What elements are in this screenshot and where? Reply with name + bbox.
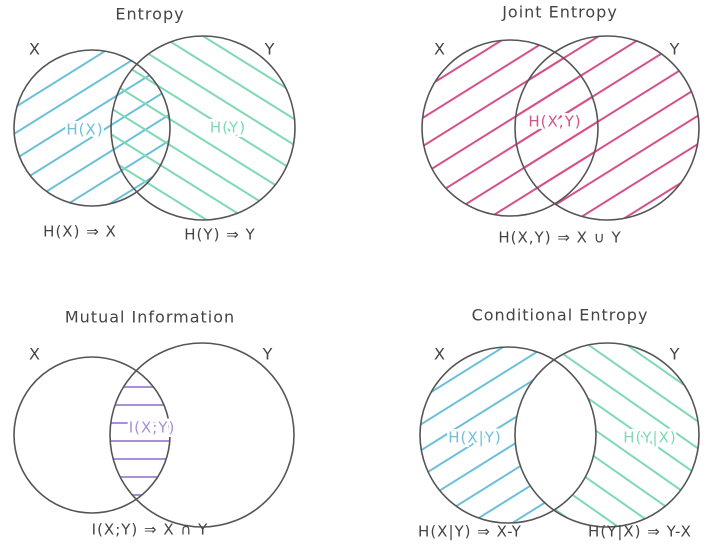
hatching bbox=[422, 36, 699, 220]
venn-panel: Joint Entropy X Y H(X,Y) H(X,Y) ⇒ X ∪ Y bbox=[421, 3, 700, 247]
panel-title: Mutual Information bbox=[65, 308, 235, 327]
set-label-y: Y bbox=[264, 40, 276, 59]
region-label: H(X) bbox=[66, 121, 103, 139]
region-label: I(X;Y) bbox=[129, 419, 176, 437]
circle-y bbox=[514, 342, 700, 528]
region-label: H(X|Y) bbox=[448, 429, 501, 447]
caption: H(Y|X) ⇒ Y-X bbox=[588, 523, 692, 541]
circle-x bbox=[13, 49, 171, 207]
circle-y bbox=[514, 35, 700, 221]
region-label: H(Y) bbox=[210, 119, 246, 137]
venn-panel: Conditional Entropy X Y H(X|Y) H(Y|X) H(X|Y) … bbox=[418, 306, 700, 541]
set-label-x: X bbox=[434, 40, 446, 59]
set-label-x: X bbox=[29, 40, 41, 59]
caption: H(X,Y) ⇒ X ∪ Y bbox=[498, 229, 621, 247]
caption: H(X|Y) ⇒ X-Y bbox=[418, 523, 522, 541]
set-label-x: X bbox=[29, 345, 41, 364]
panel-title: Entropy bbox=[115, 5, 184, 24]
hatching bbox=[14, 36, 295, 220]
caption: H(Y) ⇒ Y bbox=[184, 226, 255, 244]
set-label-y: Y bbox=[669, 345, 681, 364]
caption: H(X) ⇒ X bbox=[43, 223, 117, 241]
panel-title: Conditional Entropy bbox=[472, 306, 649, 325]
circle-x bbox=[13, 356, 171, 514]
caption: I(X;Y) ⇒ X ∩ Y bbox=[92, 521, 209, 539]
set-label-x: X bbox=[434, 345, 446, 364]
circle-y bbox=[110, 35, 296, 221]
circle-x bbox=[421, 39, 599, 217]
panel-title: Joint Entropy bbox=[501, 3, 618, 22]
venn-panel: Entropy X Y H(X) H(Y) H(X) ⇒ X H(Y) ⇒ Y bbox=[13, 5, 296, 244]
venn-panel: Mutual Information X Y I(X;Y) I(X;Y) ⇒ X ∩ Y bbox=[13, 308, 295, 539]
set-label-y: Y bbox=[262, 345, 274, 364]
set-label-y: Y bbox=[669, 40, 681, 59]
circle-x bbox=[419, 346, 597, 524]
circle-y bbox=[109, 342, 295, 528]
region-label: H(X,Y) bbox=[528, 113, 581, 131]
region-label: H(Y|X) bbox=[623, 429, 676, 447]
hatching bbox=[420, 343, 699, 527]
